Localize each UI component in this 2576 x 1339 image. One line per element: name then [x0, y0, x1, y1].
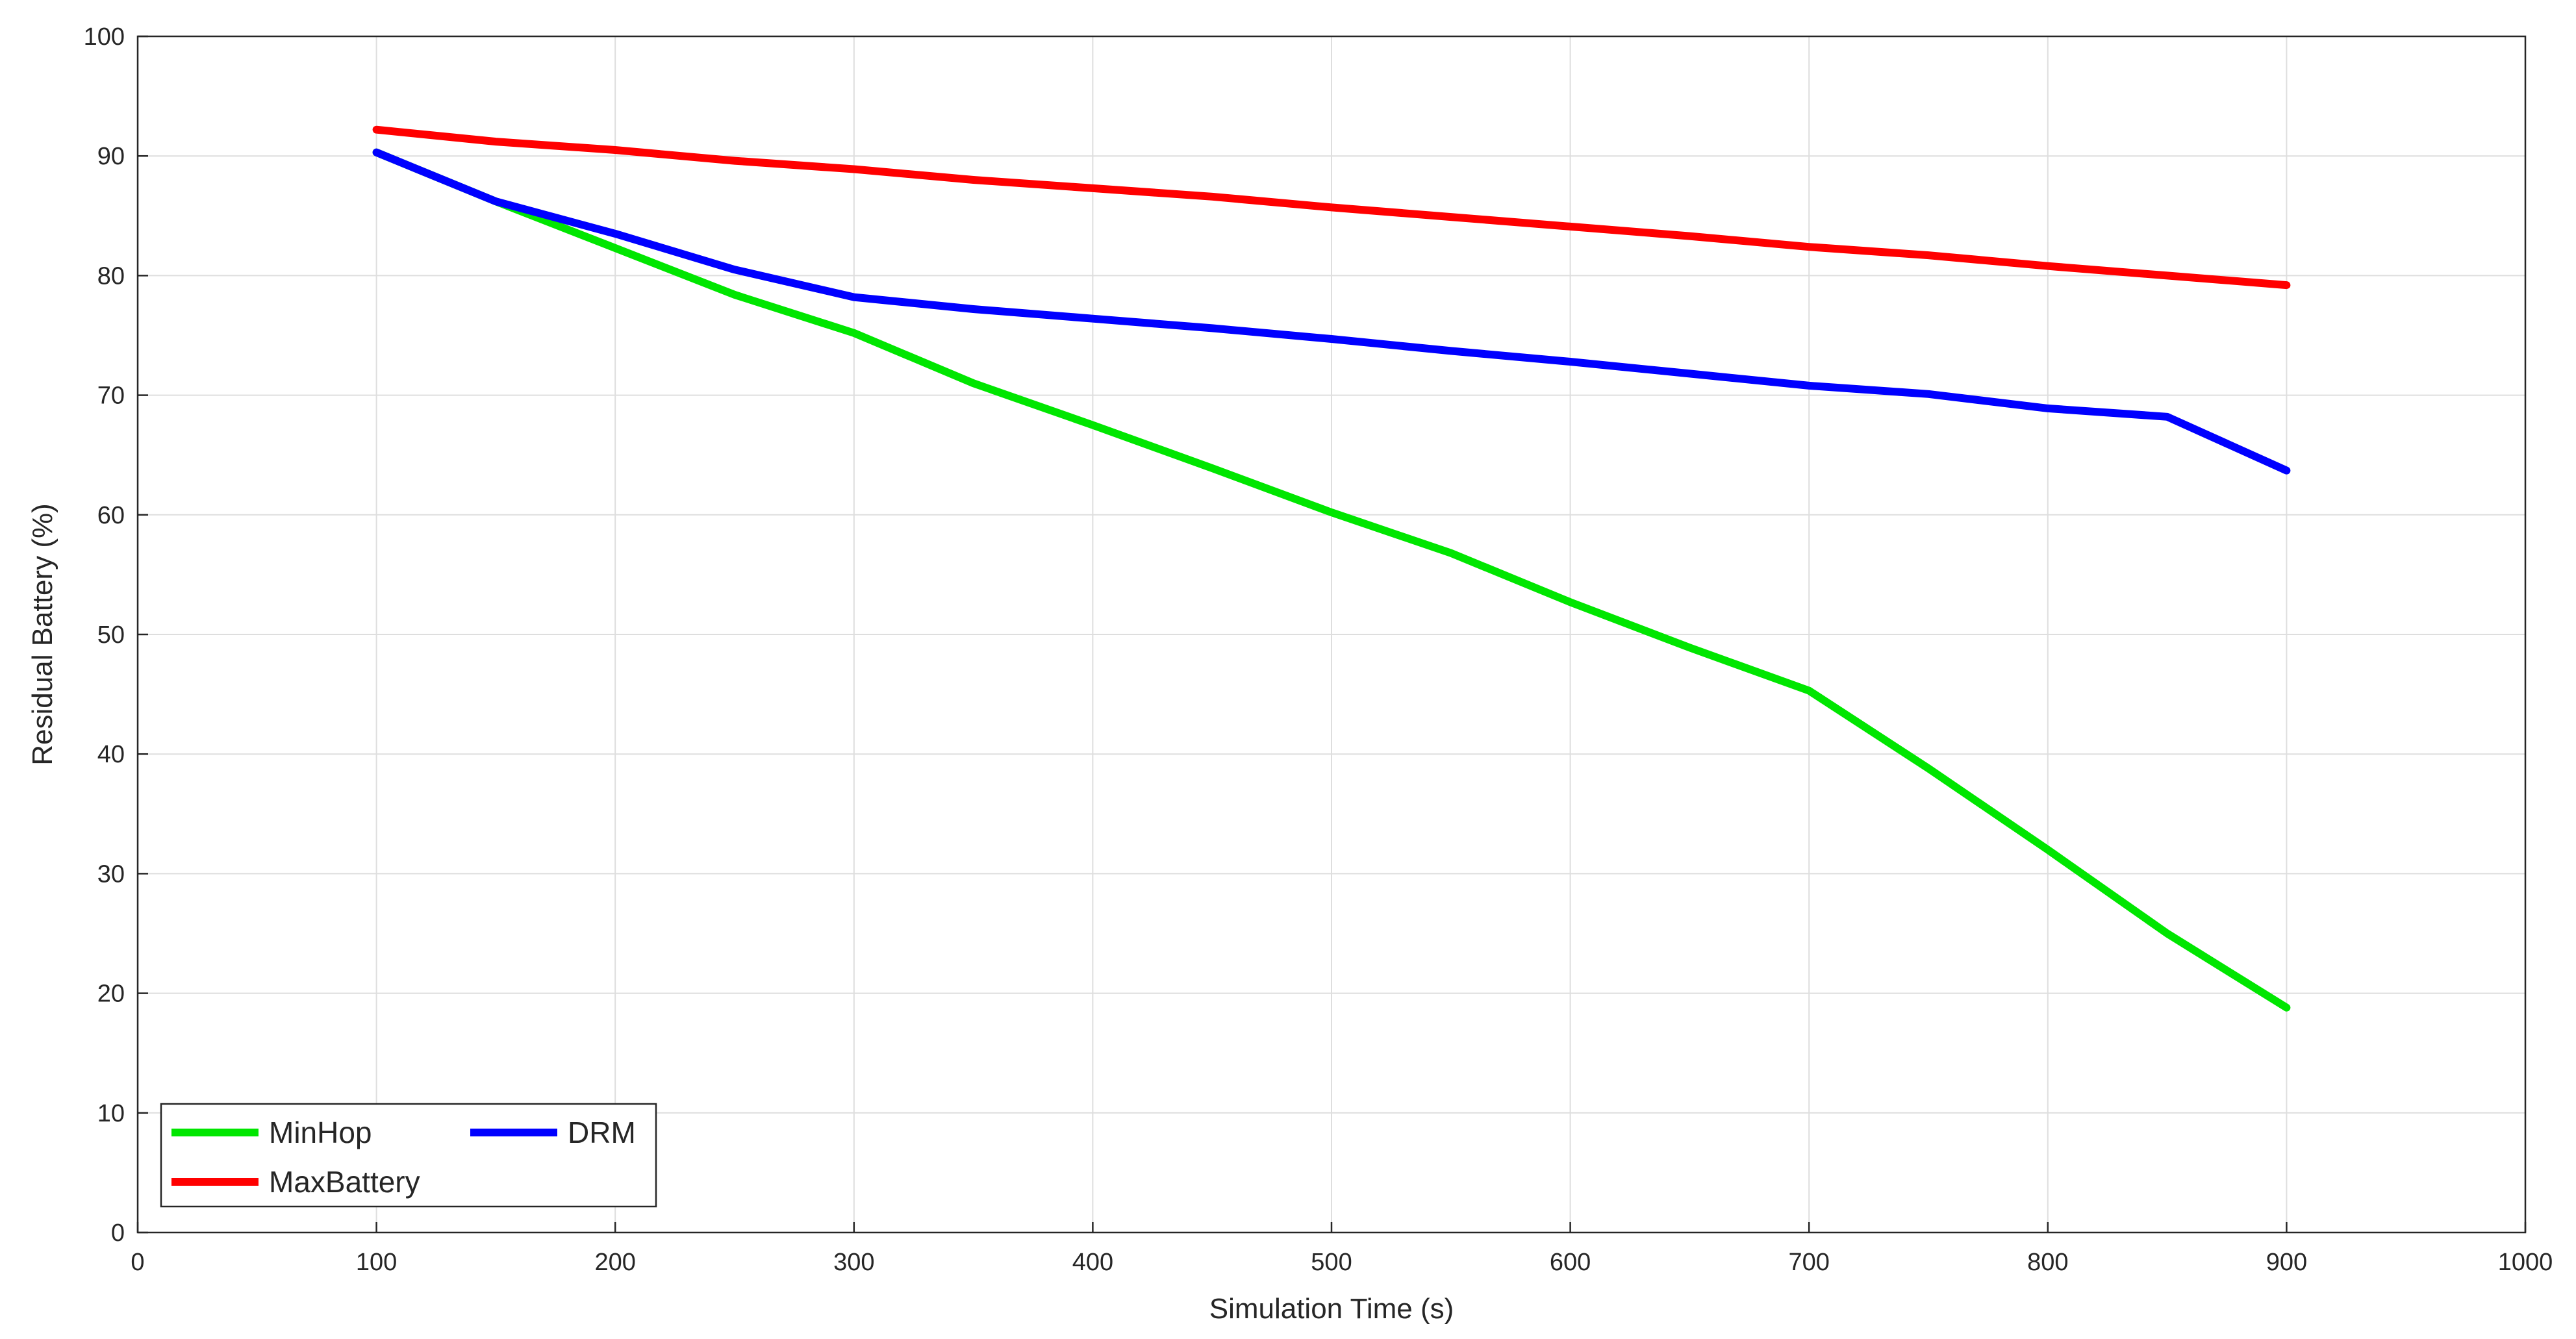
series-layer	[372, 125, 2291, 1012]
x-tick-label: 800	[2027, 1249, 2068, 1276]
x-tick-label: 400	[1072, 1249, 1113, 1276]
x-tick-label: 200	[594, 1249, 635, 1276]
y-tick-label: 20	[97, 981, 125, 1008]
legend: MinHop DRM MaxBattery	[160, 1103, 657, 1208]
y-tick-label: 90	[97, 143, 125, 170]
y-tick-label: 50	[97, 621, 125, 649]
series-line-minhop	[372, 148, 2291, 1012]
x-tick-label: 100	[356, 1249, 397, 1276]
y-tick-label: 10	[97, 1100, 125, 1127]
x-tick-label: 0	[131, 1249, 144, 1276]
legend-label-minhop: MinHop	[269, 1116, 372, 1149]
y-tick-label: 60	[97, 502, 125, 529]
x-tick-label: 1000	[2498, 1249, 2553, 1276]
x-tick-label: 900	[2266, 1249, 2307, 1276]
tick-layer: 0 100 200 300 400 500 600 700 800 900 1000 0 10 20 30 4…	[84, 23, 2553, 1276]
y-tick-label: 0	[111, 1220, 125, 1247]
x-tick-label: 300	[833, 1249, 874, 1276]
x-tick-label: 600	[1550, 1249, 1591, 1276]
legend-label-drm: DRM	[568, 1116, 636, 1149]
x-tick-label: 500	[1311, 1249, 1352, 1276]
y-tick-label: 40	[97, 741, 125, 768]
series-line-drm	[372, 148, 2291, 475]
y-tick-label: 70	[97, 382, 125, 410]
series-line-maxbattery	[372, 125, 2291, 290]
y-tick-label: 100	[84, 23, 125, 51]
x-axis-title: Simulation Time (s)	[1209, 1293, 1454, 1325]
y-tick-label: 30	[97, 860, 125, 888]
y-tick-label: 80	[97, 262, 125, 290]
y-axis-title: Residual Battery (%)	[27, 503, 58, 765]
x-tick-label: 700	[1788, 1249, 1829, 1276]
legend-box	[160, 1103, 657, 1208]
legend-label-maxbattery: MaxBattery	[269, 1165, 420, 1199]
